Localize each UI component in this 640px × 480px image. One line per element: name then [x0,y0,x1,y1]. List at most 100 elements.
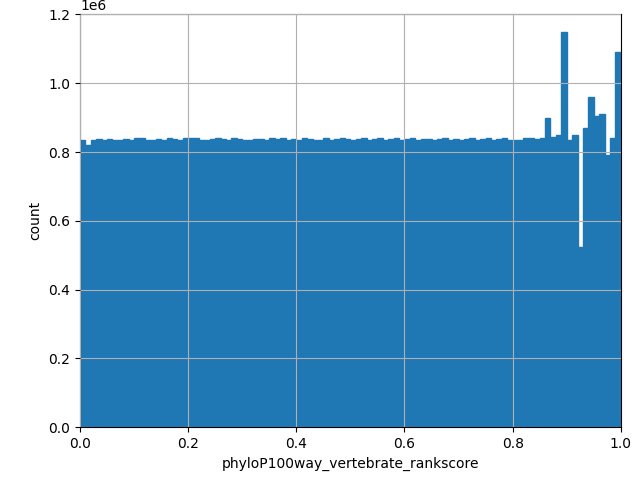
Bar [124,139,129,427]
Bar [442,138,448,427]
Bar [296,140,301,427]
Bar [561,32,567,427]
Bar [340,138,345,427]
Bar [372,139,378,427]
Bar [458,140,464,427]
Bar [177,140,183,427]
Bar [605,156,610,427]
Bar [140,138,145,427]
Bar [80,140,85,427]
Bar [356,139,361,427]
Bar [275,139,280,427]
Bar [610,138,616,427]
Bar [329,140,334,427]
Bar [210,139,215,427]
Bar [161,140,166,427]
Bar [388,139,394,427]
Bar [345,139,351,427]
Bar [334,139,340,427]
Bar [361,138,367,427]
Bar [264,140,269,427]
Bar [410,138,415,427]
Bar [102,140,107,427]
Bar [556,135,561,427]
Bar [113,140,118,427]
Bar [594,116,599,427]
Bar [134,138,140,427]
Bar [464,139,469,427]
Bar [215,138,221,427]
Bar [118,140,124,427]
Bar [588,97,594,427]
Bar [550,136,556,427]
Bar [307,139,312,427]
Bar [567,140,572,427]
Bar [453,139,458,427]
Bar [475,140,480,427]
Bar [237,139,242,427]
Bar [583,128,588,427]
Bar [383,140,388,427]
Bar [351,140,356,427]
Bar [232,138,237,427]
Bar [518,140,524,427]
Bar [145,140,150,427]
Bar [616,52,621,427]
Bar [96,139,102,427]
X-axis label: phyloP100way_vertebrate_rankscore: phyloP100way_vertebrate_rankscore [221,456,479,470]
Bar [150,140,156,427]
Bar [378,138,383,427]
Bar [524,138,529,427]
Bar [323,138,329,427]
Bar [226,140,232,427]
Bar [545,118,550,427]
Bar [285,140,291,427]
Bar [248,140,253,427]
Bar [91,140,96,427]
Bar [404,139,410,427]
Bar [221,139,226,427]
Bar [469,138,475,427]
Y-axis label: count: count [29,201,43,240]
Bar [367,140,372,427]
Bar [420,139,426,427]
Bar [572,135,577,427]
Bar [259,139,264,427]
Bar [480,139,486,427]
Bar [166,138,172,427]
Bar [269,138,275,427]
Bar [394,138,399,427]
Bar [534,139,540,427]
Bar [415,140,420,427]
Bar [599,114,605,427]
Bar [301,138,307,427]
Bar [183,138,188,427]
Bar [529,138,534,427]
Bar [253,139,259,427]
Bar [508,140,513,427]
Bar [318,140,323,427]
Bar [188,138,193,427]
Bar [502,138,508,427]
Bar [199,140,204,427]
Bar [448,140,453,427]
Bar [399,140,404,427]
Bar [129,140,134,427]
Bar [280,138,285,427]
Bar [426,139,431,427]
Bar [497,139,502,427]
Bar [486,138,491,427]
Bar [431,140,437,427]
Bar [193,138,199,427]
Bar [312,140,318,427]
Bar [172,139,177,427]
Bar [540,138,545,427]
Bar [513,140,518,427]
Bar [204,140,210,427]
Bar [85,145,91,427]
Bar [577,247,583,427]
Bar [156,139,161,427]
Bar [491,140,497,427]
Bar [242,140,248,427]
Bar [107,139,113,427]
